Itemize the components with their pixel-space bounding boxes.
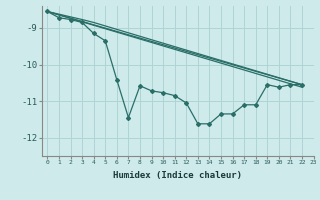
X-axis label: Humidex (Indice chaleur): Humidex (Indice chaleur) <box>113 171 242 180</box>
